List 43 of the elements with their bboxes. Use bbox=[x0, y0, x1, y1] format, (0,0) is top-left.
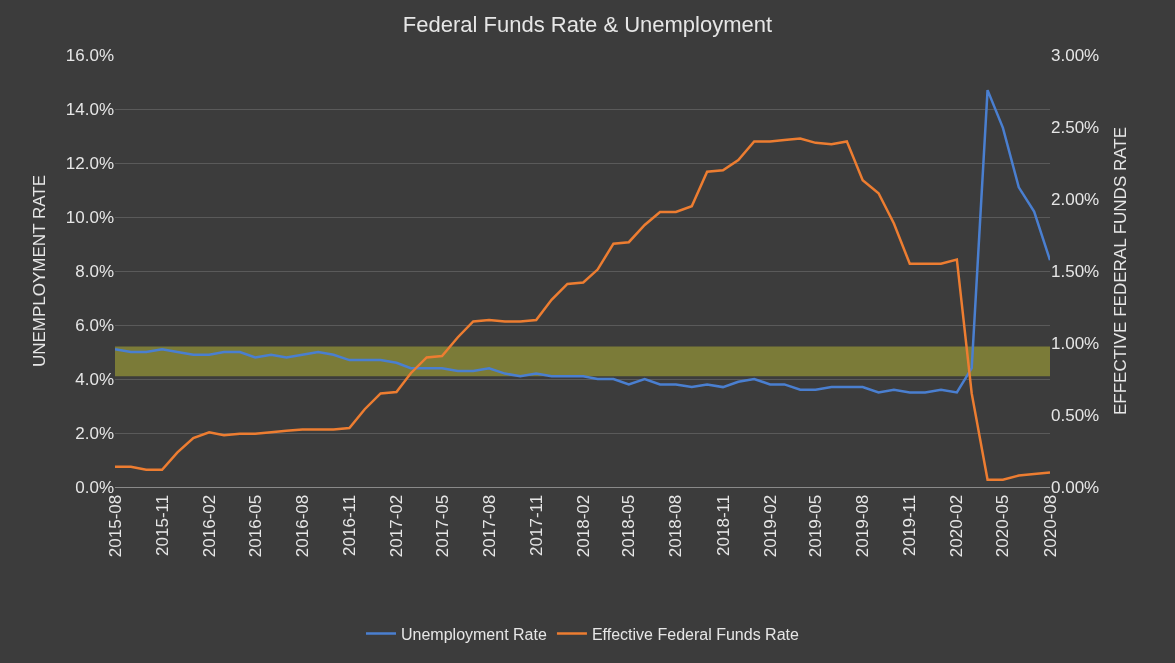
x-tick-label: 2016-02 bbox=[199, 494, 219, 558]
y2-tick-label: 1.00% bbox=[1051, 333, 1100, 353]
y2-tick-label: 3.00% bbox=[1051, 45, 1100, 65]
y2-tick-label: 2.50% bbox=[1051, 117, 1100, 137]
line-series bbox=[115, 88, 1050, 394]
x-tick-label: 2018-05 bbox=[619, 494, 639, 558]
line-series bbox=[115, 137, 1050, 482]
x-tick-label: 2017-08 bbox=[479, 494, 499, 558]
chart-title: Federal Funds Rate & Unemployment bbox=[402, 11, 773, 37]
x-tick-label: 2015-08 bbox=[105, 494, 125, 558]
x-tick-label: 2019-08 bbox=[853, 494, 873, 558]
x-tick-label: 2020-08 bbox=[1040, 494, 1060, 558]
x-tick-label: 2015-11 bbox=[152, 494, 172, 556]
y2-axis-title: EFFECTIVE FEDERAL FUNDS RATE bbox=[1110, 126, 1130, 416]
y2-tick-label: 0.50% bbox=[1051, 405, 1100, 425]
y2-tick-label: 2.00% bbox=[1051, 189, 1100, 209]
x-tick-label: 2018-02 bbox=[573, 494, 593, 558]
x-tick-label: 2019-02 bbox=[760, 494, 780, 558]
y-tick-label: 14.0% bbox=[65, 99, 114, 119]
y-tick-label: 10.0% bbox=[65, 207, 114, 227]
x-tick-label: 2016-08 bbox=[292, 494, 312, 558]
y-tick-label: 8.0% bbox=[75, 261, 114, 281]
x-tick-label: 2017-11 bbox=[526, 494, 546, 556]
x-tick-label: 2016-11 bbox=[339, 494, 359, 556]
x-tick-label: 2016-05 bbox=[245, 494, 265, 558]
x-tick-label: 2018-11 bbox=[713, 494, 733, 556]
y-axis-title: UNEMPLOYMENT RATE bbox=[30, 174, 50, 368]
legend-label: Unemployment Rate bbox=[401, 625, 547, 643]
legend-label: Effective Federal Funds Rate bbox=[591, 625, 799, 643]
y-tick-label: 12.0% bbox=[65, 153, 114, 173]
x-tick-label: 2017-05 bbox=[432, 494, 452, 558]
y2-tick-label: 1.50% bbox=[1051, 261, 1100, 281]
x-tick-label: 2020-05 bbox=[993, 494, 1013, 558]
y-tick-label: 0.0% bbox=[75, 477, 114, 497]
x-tick-label: 2020-02 bbox=[947, 494, 967, 558]
y-tick-label: 16.0% bbox=[65, 45, 114, 65]
x-tick-label: 2017-02 bbox=[386, 494, 406, 558]
y-tick-label: 4.0% bbox=[75, 369, 114, 389]
x-tick-label: 2019-05 bbox=[806, 494, 826, 558]
y-tick-label: 6.0% bbox=[75, 315, 114, 335]
y-tick-label: 2.0% bbox=[75, 423, 114, 443]
x-tick-label: 2018-08 bbox=[666, 494, 686, 558]
x-tick-label: 2019-11 bbox=[900, 494, 920, 556]
